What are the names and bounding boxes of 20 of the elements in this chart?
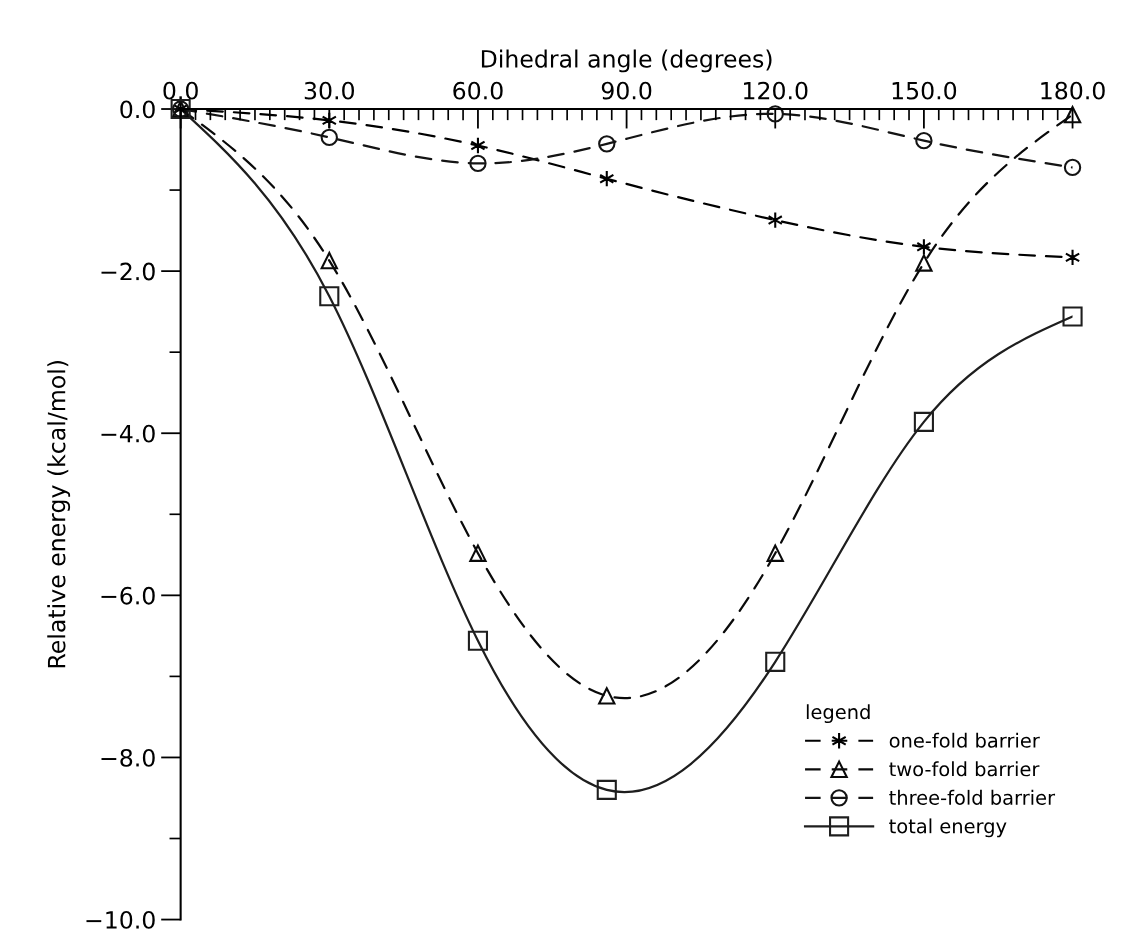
- x-tick-label: 90.0: [601, 81, 652, 100]
- y-tick-label: −2.0: [101, 262, 155, 281]
- y-tick-label: −6.0: [101, 586, 155, 605]
- y-tick-label: −4.0: [101, 424, 155, 443]
- y-tick-label: 0.0: [120, 100, 155, 119]
- legend-label: two-fold barrier: [889, 761, 1040, 777]
- y-tick-label: −10.0: [86, 911, 155, 929]
- legend-label: total energy: [889, 818, 1007, 838]
- x-tick-label: 0.0: [163, 81, 198, 100]
- x-axis-title: Dihedral angle (degrees): [481, 49, 772, 73]
- x-tick-label: 120.0: [744, 81, 808, 100]
- legend-label: three-fold barrier: [889, 789, 1056, 805]
- y-tick-label: −8.0: [101, 748, 155, 767]
- y-axis-title: Relative energy (kcal/mol): [47, 361, 71, 668]
- legend-title: legend: [806, 704, 870, 724]
- legend-label: one-fold barrier: [889, 732, 1040, 748]
- x-tick-label: 180.0: [1041, 81, 1105, 100]
- x-tick-label: 30.0: [304, 81, 355, 100]
- x-tick-label: 150.0: [892, 81, 957, 100]
- x-tick-label: 60.0: [453, 81, 503, 100]
